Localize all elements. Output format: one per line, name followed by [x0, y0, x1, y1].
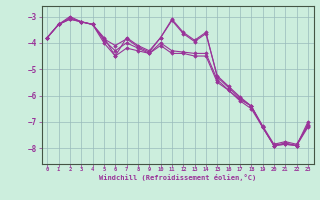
X-axis label: Windchill (Refroidissement éolien,°C): Windchill (Refroidissement éolien,°C) [99, 174, 256, 181]
